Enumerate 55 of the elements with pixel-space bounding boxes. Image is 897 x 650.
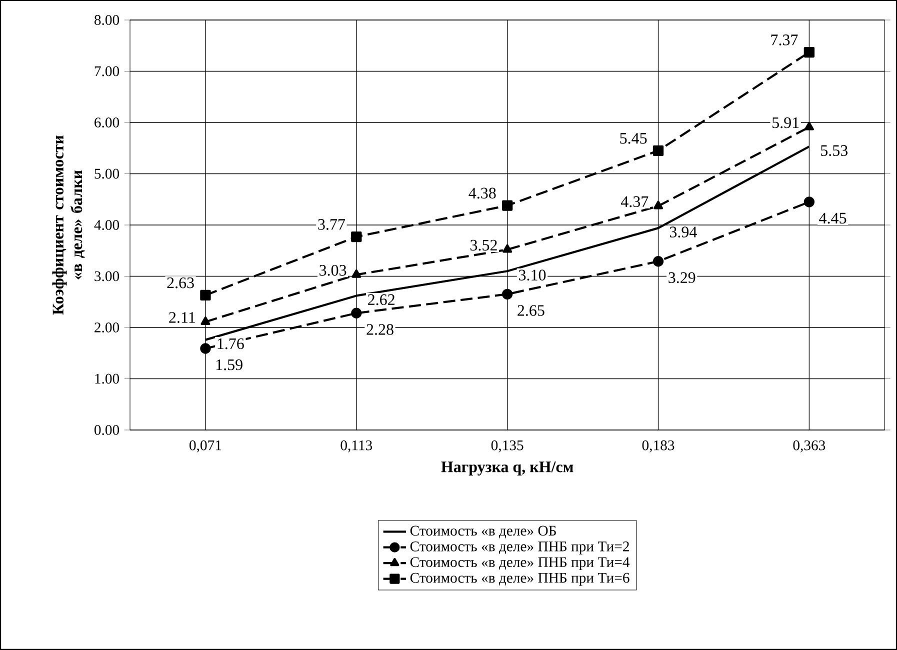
x-tick-label: 0,183	[642, 440, 674, 452]
data-label: 3.03	[320, 264, 346, 276]
legend-label: Стоимость «в деле» ПНБ при Ти=4	[410, 557, 630, 570]
data-label: 2.65	[518, 305, 544, 316]
y-tick-label: 1.00	[95, 374, 120, 384]
point	[352, 269, 362, 278]
point	[200, 316, 210, 326]
point	[502, 200, 513, 211]
y-tick-label: 2.00	[94, 322, 120, 332]
y-tick-label: 6.00	[94, 118, 120, 128]
point	[652, 256, 664, 267]
data-label: 5.53	[821, 145, 848, 156]
y-tick-label: 3.00	[94, 271, 120, 282]
point	[351, 308, 362, 318]
legend-label: Стоимость «в деле» ПНБ при Ти=6	[410, 572, 630, 586]
x-tick-label: 0,363	[793, 440, 826, 452]
data-label: 7.37	[771, 34, 798, 46]
y-axis-title: Коэффициент стоимости «в деле» балки	[52, 135, 85, 315]
data-label: 5.91	[772, 117, 799, 128]
data-label: 4.38	[468, 188, 496, 199]
data-label: 2.62	[368, 294, 394, 306]
point	[654, 200, 664, 210]
point	[804, 46, 815, 58]
point	[502, 244, 512, 253]
point	[804, 196, 815, 208]
data-label: 2.11	[169, 312, 195, 323]
point	[652, 145, 664, 156]
data-label: 4.45	[819, 212, 846, 224]
data-label: 3.52	[470, 240, 497, 251]
point	[804, 122, 814, 130]
x-axis-title: Нагрузка q, кН/см	[441, 462, 574, 476]
data-label: 3.77	[318, 219, 345, 230]
legend-label: Стоимость «в деле» ОБ	[410, 526, 556, 538]
data-label: 2.63	[167, 277, 194, 288]
point	[200, 290, 211, 301]
data-label: 3.94	[670, 226, 697, 238]
y-tick-label: 8.00	[94, 15, 120, 25]
point	[502, 288, 513, 300]
y-tick-label: 7.00	[94, 66, 120, 76]
x-tick-label: 0,135	[491, 440, 524, 452]
y-tick-label: 5.00	[94, 168, 120, 179]
y-tick-label: 0.00	[94, 425, 120, 435]
legend-label: Стоимость «в деле» ПНБ при Ти=2	[410, 542, 629, 554]
y-tick-label: 4.00	[94, 220, 120, 230]
data-label: 1.59	[216, 359, 242, 370]
point	[200, 343, 211, 354]
x-tick-label: 0,071	[190, 440, 222, 452]
data-label: 3.29	[668, 272, 696, 284]
point	[351, 231, 362, 242]
data-label: 2.28	[366, 324, 394, 335]
x-tick-label: 0,113	[340, 440, 372, 452]
data-label: 3.10	[519, 270, 546, 281]
data-label: 4.37	[620, 196, 648, 208]
data-label: 1.76	[218, 338, 244, 350]
data-label: 5.45	[620, 132, 647, 144]
